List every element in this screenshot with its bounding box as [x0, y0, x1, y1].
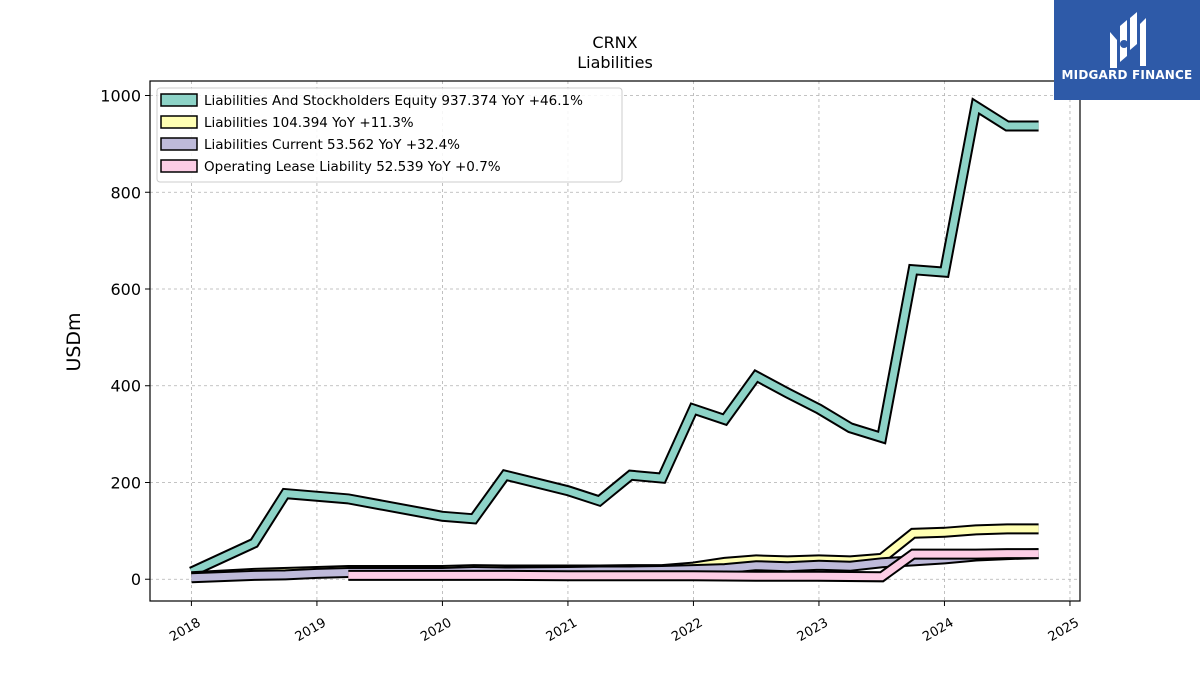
series-0-point — [662, 478, 663, 479]
legend-swatch — [160, 137, 198, 151]
series-0-point — [850, 427, 851, 428]
legend-label: Liabilities And Stockholders Equity 937.… — [204, 93, 583, 109]
series-0-point — [724, 419, 725, 420]
logo-text: MIDGARD FINANCE — [1061, 68, 1193, 82]
midgard-logo-icon — [1110, 12, 1146, 68]
series-0-point — [630, 475, 631, 476]
series-2-point — [818, 565, 819, 566]
series-0-point — [348, 498, 349, 499]
series-2-point — [881, 562, 882, 563]
legend-swatch — [160, 93, 198, 107]
legend-swatch — [160, 115, 198, 129]
chart-subtitle: Liabilities — [577, 53, 653, 72]
series-0-point — [1007, 125, 1008, 126]
x-tick-label: 2018 — [167, 615, 203, 645]
y-axis-ticks: 0 200 400 600 800 1000 — [100, 87, 150, 589]
series-1-point — [975, 529, 976, 530]
series-0-point — [818, 408, 819, 409]
series-0-point — [913, 269, 914, 270]
series-layer — [189, 97, 1039, 584]
series-3-point — [1038, 553, 1039, 554]
series-0-point — [254, 542, 255, 543]
y-tick-label: 800 — [110, 183, 141, 202]
series-2-point — [285, 574, 286, 575]
y-tick-label: 400 — [110, 377, 141, 396]
series-0-point — [442, 516, 443, 517]
legend-swatch — [160, 159, 198, 173]
series-3-line — [348, 550, 1039, 581]
series-2-point — [693, 569, 694, 570]
series-0-point — [693, 408, 694, 409]
series-1-point — [913, 533, 914, 534]
series-3-point — [1007, 553, 1008, 554]
series-3-point — [693, 575, 694, 576]
series-3-point — [944, 554, 945, 555]
series-0-point — [787, 392, 788, 393]
y-tick-label: 1000 — [100, 87, 141, 106]
series-0-point — [285, 493, 286, 494]
x-tick-label: 2020 — [418, 615, 454, 645]
y-tick-label: 0 — [131, 570, 141, 589]
series-2-point — [191, 577, 192, 578]
series-2-line — [191, 550, 1039, 582]
series-3-point — [505, 575, 506, 576]
y-axis-label: USDm — [63, 312, 85, 371]
series-0-point — [473, 518, 474, 519]
legend-label: Operating Lease Liability 52.539 YoY +0.… — [204, 159, 501, 175]
series-2-point — [254, 575, 255, 576]
legend-label: Liabilities Current 53.562 YoY +32.4% — [204, 137, 460, 153]
series-3-point — [348, 575, 349, 576]
x-tick-label: 2024 — [920, 615, 956, 645]
series-2-point — [787, 566, 788, 567]
series-0-point — [567, 490, 568, 491]
series-3-point — [975, 554, 976, 555]
series-2-point — [756, 565, 757, 566]
chart-title: CRNX — [592, 33, 637, 52]
x-tick-label: 2023 — [795, 615, 831, 645]
series-3-point — [881, 576, 882, 577]
legend: Liabilities And Stockholders Equity 937.… — [156, 87, 623, 183]
series-3-point — [913, 554, 914, 555]
plot-area-frame — [149, 80, 1081, 602]
series-1-point — [1038, 528, 1039, 529]
series-0-point — [944, 272, 945, 273]
x-tick-label: 2022 — [669, 615, 705, 645]
midgard-finance-logo: MIDGARD FINANCE — [1054, 0, 1200, 100]
legend-box — [156, 87, 623, 183]
series-3-point — [818, 576, 819, 577]
series-2-point — [850, 566, 851, 567]
series-2-point — [724, 568, 725, 569]
y-tick-label: 200 — [110, 473, 141, 492]
series-1-point — [944, 532, 945, 533]
legend-label: Liabilities 104.394 YoY +11.3% — [204, 115, 414, 131]
series-1-point — [724, 562, 725, 563]
series-3-point — [756, 576, 757, 577]
x-tick-label: 2025 — [1046, 615, 1082, 645]
series-0-point — [505, 475, 506, 476]
x-tick-label: 2021 — [544, 615, 580, 645]
series-3-point — [630, 575, 631, 576]
series-3-point — [567, 575, 568, 576]
series-0-point — [1038, 125, 1039, 126]
series-0-point — [975, 106, 976, 107]
series-2-point — [316, 573, 317, 574]
x-axis-ticks: 2018 2019 2020 2021 2022 2023 2024 2025 — [167, 601, 1082, 645]
series-3-point — [442, 575, 443, 576]
series-0-line — [189, 100, 1039, 576]
series-0-point — [881, 437, 882, 438]
y-tick-label: 600 — [110, 280, 141, 299]
series-1-point — [1007, 528, 1008, 529]
x-tick-label: 2019 — [293, 615, 329, 645]
series-0-point — [756, 376, 757, 377]
series-0-point — [599, 500, 600, 501]
